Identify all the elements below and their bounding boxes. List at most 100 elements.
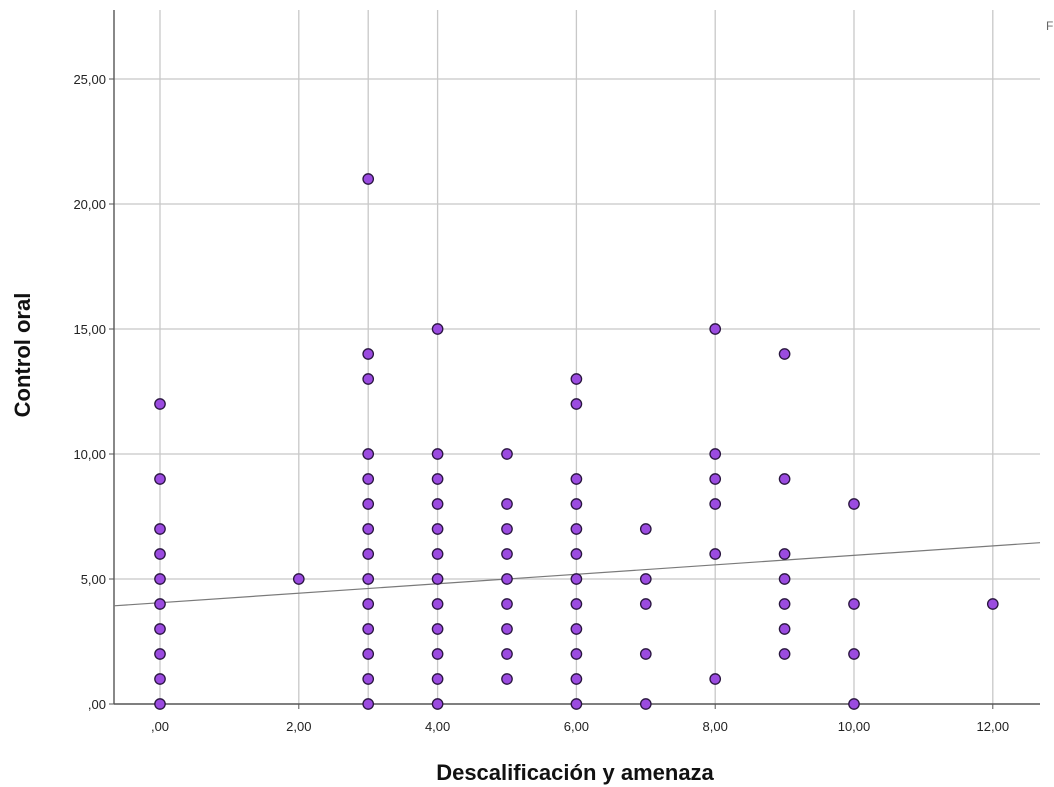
data-point [154, 673, 166, 685]
data-point [709, 548, 722, 560]
data-point [154, 698, 166, 710]
data-point [154, 598, 166, 610]
tick-labels: ,00 5,00 10,00 15,00 20,00 25,00 ,00 2,00 4,00 6,… [73, 72, 1009, 734]
data-point [362, 673, 375, 685]
data-point [501, 598, 513, 610]
data-point [362, 498, 375, 510]
data-point [362, 373, 375, 385]
data-point [848, 698, 860, 710]
data-point [639, 523, 652, 535]
data-point [362, 173, 375, 185]
data-point [154, 623, 166, 635]
data-point [570, 648, 583, 660]
data-point [778, 623, 791, 635]
data-point [154, 473, 166, 485]
data-point [848, 598, 860, 610]
data-point [431, 548, 444, 560]
data-point [362, 448, 375, 460]
data-point [501, 573, 513, 585]
data-point [154, 523, 166, 535]
data-point [778, 548, 791, 560]
x-axis-title: Descalificación y amenaza [436, 760, 714, 785]
data-point [501, 648, 513, 660]
data-point [570, 373, 583, 385]
y-tick-label: 15,00 [73, 322, 106, 337]
y-axis-title: Control oral [10, 293, 35, 418]
data-points [154, 173, 999, 710]
data-point [709, 673, 722, 685]
data-point [292, 573, 305, 585]
data-point [639, 598, 652, 610]
data-point [431, 673, 444, 685]
data-point [431, 573, 444, 585]
data-point [362, 598, 375, 610]
data-point [501, 548, 513, 560]
x-tick-label: 8,00 [703, 719, 728, 734]
y-tick-label: 5,00 [81, 572, 106, 587]
data-point [431, 523, 444, 535]
data-point [154, 548, 166, 560]
data-point [154, 398, 166, 410]
x-tick-label: ,00 [151, 719, 169, 734]
y-tick-label: 10,00 [73, 447, 106, 462]
data-point [986, 598, 999, 610]
corner-label: F [1046, 19, 1053, 33]
data-point [570, 473, 583, 485]
data-point [501, 448, 513, 460]
x-tick-label: 4,00 [425, 719, 450, 734]
data-point [431, 698, 444, 710]
data-point [431, 498, 444, 510]
data-point [362, 523, 375, 535]
data-point [570, 498, 583, 510]
data-point [709, 448, 722, 460]
data-point [431, 598, 444, 610]
data-point [431, 623, 444, 635]
data-point [501, 623, 513, 635]
y-tick-label: ,00 [88, 697, 106, 712]
data-point [709, 473, 722, 485]
data-point [848, 498, 860, 510]
x-tick-label: 6,00 [564, 719, 589, 734]
data-point [154, 648, 166, 660]
data-point [570, 673, 583, 685]
data-point [570, 398, 583, 410]
data-point [778, 473, 791, 485]
data-point [431, 473, 444, 485]
data-point [501, 498, 513, 510]
data-point [431, 448, 444, 460]
data-point [639, 698, 652, 710]
data-point [778, 573, 791, 585]
data-point [570, 598, 583, 610]
data-point [778, 598, 791, 610]
data-point [501, 673, 513, 685]
data-point [362, 548, 375, 560]
data-point [362, 573, 375, 585]
data-point [362, 348, 375, 360]
data-point [362, 648, 375, 660]
data-point [848, 648, 860, 660]
data-point [154, 573, 166, 585]
data-point [570, 548, 583, 560]
data-point [570, 523, 583, 535]
data-point [570, 623, 583, 635]
data-point [362, 623, 375, 635]
data-point [709, 323, 722, 335]
y-tick-label: 20,00 [73, 197, 106, 212]
data-point [431, 648, 444, 660]
data-point [639, 648, 652, 660]
data-point [570, 573, 583, 585]
data-point [362, 698, 375, 710]
data-point [639, 573, 652, 585]
x-tick-label: 12,00 [977, 719, 1010, 734]
data-point [501, 523, 513, 535]
data-point [362, 473, 375, 485]
data-point [778, 648, 791, 660]
y-tick-label: 25,00 [73, 72, 106, 87]
grid-lines [114, 10, 1040, 704]
data-point [709, 498, 722, 510]
data-point [570, 698, 583, 710]
x-tick-label: 10,00 [838, 719, 871, 734]
data-point [778, 348, 791, 360]
x-tick-label: 2,00 [286, 719, 311, 734]
